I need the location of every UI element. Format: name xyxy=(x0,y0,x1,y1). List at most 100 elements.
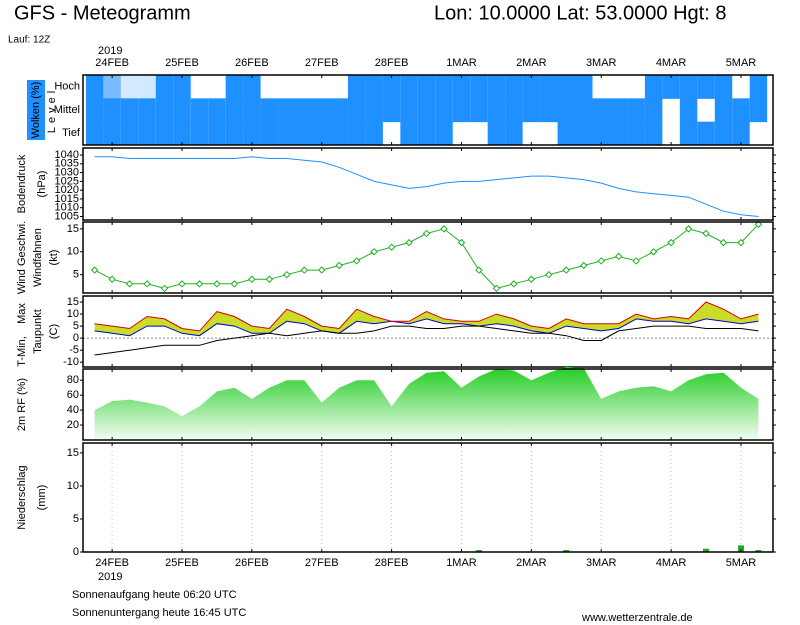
cloud-cell xyxy=(103,98,121,123)
cloud-cell xyxy=(120,98,139,123)
y-tick-label: 20 xyxy=(67,419,79,431)
precip-bar xyxy=(703,548,710,552)
y-tick-label: 1030 xyxy=(55,166,79,178)
wind-marker xyxy=(737,238,745,247)
wind-marker xyxy=(719,238,728,247)
y-tick-label: 1015 xyxy=(55,193,79,205)
y-axis-label: 2m RF (%) xyxy=(16,378,28,431)
cloud-cell xyxy=(120,75,139,99)
wind-marker xyxy=(597,257,605,265)
year-top: 2019 xyxy=(98,45,122,57)
cloud-cell xyxy=(470,122,487,146)
wind-marker xyxy=(178,280,186,288)
cloud-cell xyxy=(365,98,383,123)
wind-marker xyxy=(632,257,640,265)
cloud-cell xyxy=(85,75,104,99)
wind-marker xyxy=(352,257,361,265)
wind-marker xyxy=(580,261,588,270)
cloud-cell xyxy=(453,122,470,146)
x-tick-label: 25FEB xyxy=(165,57,199,69)
cloud-cell xyxy=(627,121,645,146)
precip-bar xyxy=(737,545,744,552)
x-tick-label: 3MAR xyxy=(586,57,617,69)
x-tick-label: 1MAR xyxy=(446,57,477,69)
cloud-cell xyxy=(732,98,750,123)
cloud-cell xyxy=(313,75,330,99)
cloud-cell xyxy=(627,98,645,123)
cloud-cell xyxy=(330,121,348,146)
cloud-cell xyxy=(487,121,506,146)
wind-marker xyxy=(702,229,710,238)
x-tick-label: 5MAR xyxy=(726,557,757,569)
cloud-cell xyxy=(679,75,698,99)
precip-bar xyxy=(755,550,762,552)
cloud-cell xyxy=(575,98,593,123)
cloud-cell xyxy=(452,98,471,123)
cloud-cell xyxy=(435,121,453,146)
cloud-cell xyxy=(313,121,331,146)
x-tick-label: 2MAR xyxy=(516,57,547,69)
panel-frame xyxy=(82,147,774,221)
wind-marker xyxy=(283,270,291,279)
cloud-cell xyxy=(243,75,261,99)
x-tick-label: 1MAR xyxy=(446,557,477,569)
x-tick-label: 3MAR xyxy=(586,557,617,569)
cloud-cell xyxy=(138,75,156,99)
x-tick-label: 27FEB xyxy=(305,557,339,569)
wind-marker xyxy=(684,225,693,233)
y-tick-label: 10 xyxy=(67,480,79,492)
cloud-cell xyxy=(85,121,104,146)
y-tick-label: 1040 xyxy=(55,149,79,161)
cloud-cell xyxy=(278,98,296,123)
cloud-cell xyxy=(138,121,156,146)
wind-marker xyxy=(422,229,431,238)
cloud-cell xyxy=(679,121,698,146)
cloud-label-box xyxy=(27,80,45,140)
cloud-cell xyxy=(278,121,296,146)
cloud-cell xyxy=(505,98,523,123)
y-tick-label: 5 xyxy=(73,269,79,281)
sunrise: Sonnenaufgang heute 06:20 UTC xyxy=(72,589,237,601)
wind-marker xyxy=(405,238,413,247)
wind-marker xyxy=(335,261,343,270)
y-tick-label: 15 xyxy=(67,223,79,235)
y-tick-label: 1005 xyxy=(55,210,79,222)
y-tick-label: 0 xyxy=(73,546,79,558)
cloud-level-label: Hoch xyxy=(54,81,80,93)
cloud-cell xyxy=(749,75,768,99)
cloud-cell xyxy=(260,98,279,123)
panel-frame xyxy=(82,295,774,368)
cloud-cell xyxy=(208,98,226,123)
legend-entry: T-Min, xyxy=(16,336,28,367)
cloud-cell xyxy=(610,75,627,99)
cloud-cell xyxy=(365,121,383,146)
legend-entry: Taupunkt xyxy=(32,309,44,354)
x-tick-label: 24FEB xyxy=(95,57,129,69)
cloud-cell xyxy=(417,75,436,99)
cloud-cell xyxy=(155,98,174,123)
wind-marker xyxy=(318,266,326,274)
cloud-cell xyxy=(592,98,610,123)
cloud-cell xyxy=(383,122,400,146)
cloud-level-label: Mittel xyxy=(54,104,80,116)
cloud-cell xyxy=(662,98,679,122)
panel-frame xyxy=(82,442,774,553)
level-label: Level xyxy=(46,87,58,133)
cloud-cell xyxy=(243,98,261,123)
wind-marker xyxy=(230,280,239,288)
cloud-cell xyxy=(103,121,121,146)
cloud-cell xyxy=(155,121,174,146)
cloud-cell xyxy=(452,75,471,99)
cloud-cell xyxy=(505,75,523,99)
y-tick-label: 1025 xyxy=(55,175,79,187)
wind-marker xyxy=(143,280,151,288)
cloud-cell xyxy=(347,98,366,123)
cloud-cell xyxy=(435,75,453,99)
cloud-cell xyxy=(208,121,226,146)
cloud-cell xyxy=(295,98,313,123)
cloud-cell xyxy=(609,98,628,123)
cloud-cell xyxy=(435,98,453,123)
wind-marker xyxy=(492,284,501,293)
y-tick-label: 10 xyxy=(67,308,79,320)
